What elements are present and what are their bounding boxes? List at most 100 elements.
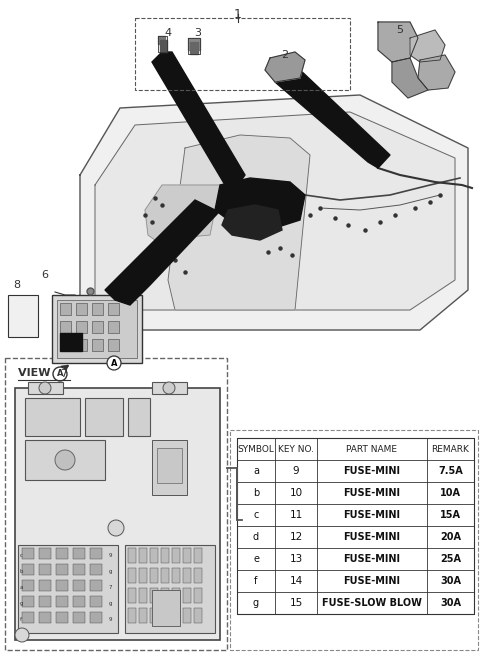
Text: 7: 7 — [108, 585, 112, 590]
Text: 5: 5 — [396, 25, 404, 35]
Bar — [150, 568, 158, 583]
Bar — [22, 548, 34, 559]
Text: 30A: 30A — [440, 576, 461, 586]
Bar — [39, 596, 51, 607]
Bar — [152, 440, 187, 495]
Text: 9: 9 — [108, 553, 112, 558]
Bar — [157, 448, 182, 483]
Bar — [128, 588, 136, 603]
Bar — [90, 596, 102, 607]
Text: FUSE-MINI: FUSE-MINI — [344, 554, 400, 564]
Bar — [60, 303, 71, 315]
Bar — [18, 545, 118, 633]
Bar — [73, 564, 85, 575]
Polygon shape — [265, 52, 305, 82]
Bar — [56, 596, 68, 607]
Text: 10: 10 — [289, 488, 302, 498]
Bar — [108, 321, 119, 333]
Bar — [183, 548, 191, 563]
Text: FUSE-MINI: FUSE-MINI — [344, 510, 400, 520]
Bar — [128, 398, 150, 436]
Text: 8: 8 — [13, 280, 20, 290]
Bar — [90, 612, 102, 623]
Bar — [22, 564, 34, 575]
Text: g: g — [108, 601, 112, 606]
Circle shape — [55, 450, 75, 470]
Polygon shape — [95, 112, 455, 310]
Polygon shape — [378, 22, 418, 62]
Circle shape — [108, 520, 124, 536]
Bar — [90, 564, 102, 575]
Bar — [150, 588, 158, 603]
Bar — [85, 398, 123, 436]
Bar — [161, 568, 169, 583]
Bar — [15, 388, 220, 640]
Bar — [194, 608, 202, 623]
Text: a: a — [20, 585, 24, 590]
Circle shape — [39, 382, 51, 394]
Bar — [5, 358, 227, 650]
Bar — [139, 548, 147, 563]
Text: 2: 2 — [281, 50, 288, 60]
Bar — [39, 612, 51, 623]
Bar — [73, 580, 85, 591]
Bar — [52, 295, 142, 363]
Bar — [28, 382, 63, 394]
Bar — [92, 339, 103, 351]
Polygon shape — [145, 185, 228, 240]
Text: c: c — [20, 553, 23, 558]
Bar — [172, 588, 180, 603]
Bar — [108, 303, 119, 315]
Text: KEY NO.: KEY NO. — [278, 445, 314, 453]
Bar — [135, 18, 350, 90]
Bar — [194, 548, 202, 563]
Text: 9: 9 — [108, 617, 112, 622]
Text: 9: 9 — [293, 466, 300, 476]
Bar — [161, 608, 169, 623]
Text: 12: 12 — [289, 532, 302, 542]
Text: FUSE-MINI: FUSE-MINI — [344, 488, 400, 498]
Polygon shape — [105, 195, 235, 305]
Bar — [152, 590, 180, 626]
Text: e: e — [253, 554, 259, 564]
Text: 20A: 20A — [440, 532, 461, 542]
Bar — [39, 548, 51, 559]
Text: FUSE-MINI: FUSE-MINI — [344, 576, 400, 586]
Polygon shape — [410, 30, 445, 62]
Text: 1: 1 — [234, 8, 242, 21]
Bar — [56, 580, 68, 591]
Bar — [39, 564, 51, 575]
Text: 4: 4 — [165, 28, 171, 38]
Bar — [73, 548, 85, 559]
Bar — [150, 548, 158, 563]
Bar — [172, 608, 180, 623]
Polygon shape — [222, 205, 282, 240]
Bar — [139, 608, 147, 623]
Text: FUSE-MINI: FUSE-MINI — [344, 532, 400, 542]
Polygon shape — [418, 55, 455, 90]
Bar — [57, 300, 137, 358]
Text: SYMBOL: SYMBOL — [238, 445, 275, 453]
Bar — [183, 588, 191, 603]
Text: FUSE-SLOW BLOW: FUSE-SLOW BLOW — [322, 598, 422, 608]
Text: 3: 3 — [194, 28, 202, 38]
Text: 10A: 10A — [440, 488, 461, 498]
Bar — [183, 568, 191, 583]
Polygon shape — [275, 68, 390, 168]
Text: b: b — [20, 569, 24, 574]
Bar — [22, 612, 34, 623]
Bar — [237, 438, 474, 614]
Bar — [56, 612, 68, 623]
Text: FUSE-MINI: FUSE-MINI — [344, 466, 400, 476]
Polygon shape — [160, 40, 167, 52]
Polygon shape — [215, 178, 305, 228]
Bar — [92, 303, 103, 315]
Circle shape — [53, 367, 67, 381]
Bar — [56, 564, 68, 575]
Text: REMARK: REMARK — [432, 445, 469, 453]
Bar — [230, 430, 478, 650]
Bar — [25, 398, 80, 436]
Circle shape — [15, 628, 29, 642]
Bar — [172, 548, 180, 563]
Bar — [60, 321, 71, 333]
